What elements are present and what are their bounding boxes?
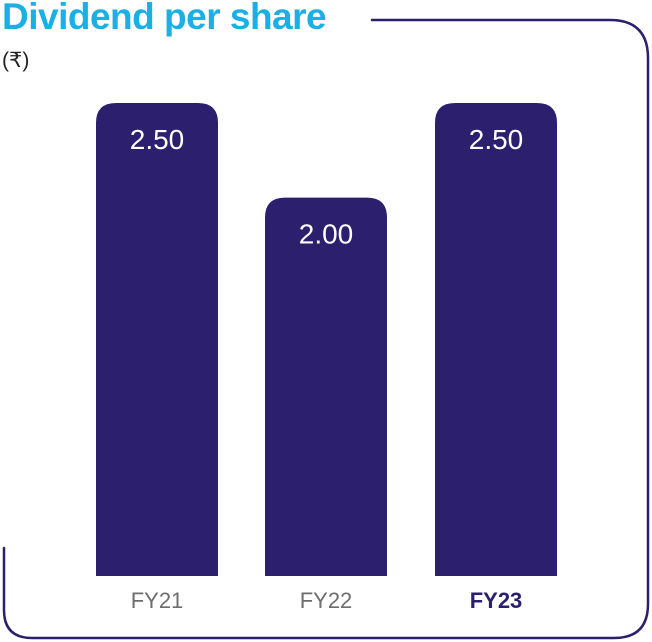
bar-fy23 xyxy=(435,103,557,576)
bar-fy21 xyxy=(96,103,218,576)
value-label-fy23: 2.50 xyxy=(469,124,524,155)
value-label-fy22: 2.00 xyxy=(299,219,354,250)
bar-fy22 xyxy=(265,197,387,576)
value-label-fy21: 2.50 xyxy=(130,124,185,155)
category-label-fy23: FY23 xyxy=(470,588,523,613)
category-label-fy22: FY22 xyxy=(300,588,353,613)
category-label-fy21: FY21 xyxy=(131,588,184,613)
